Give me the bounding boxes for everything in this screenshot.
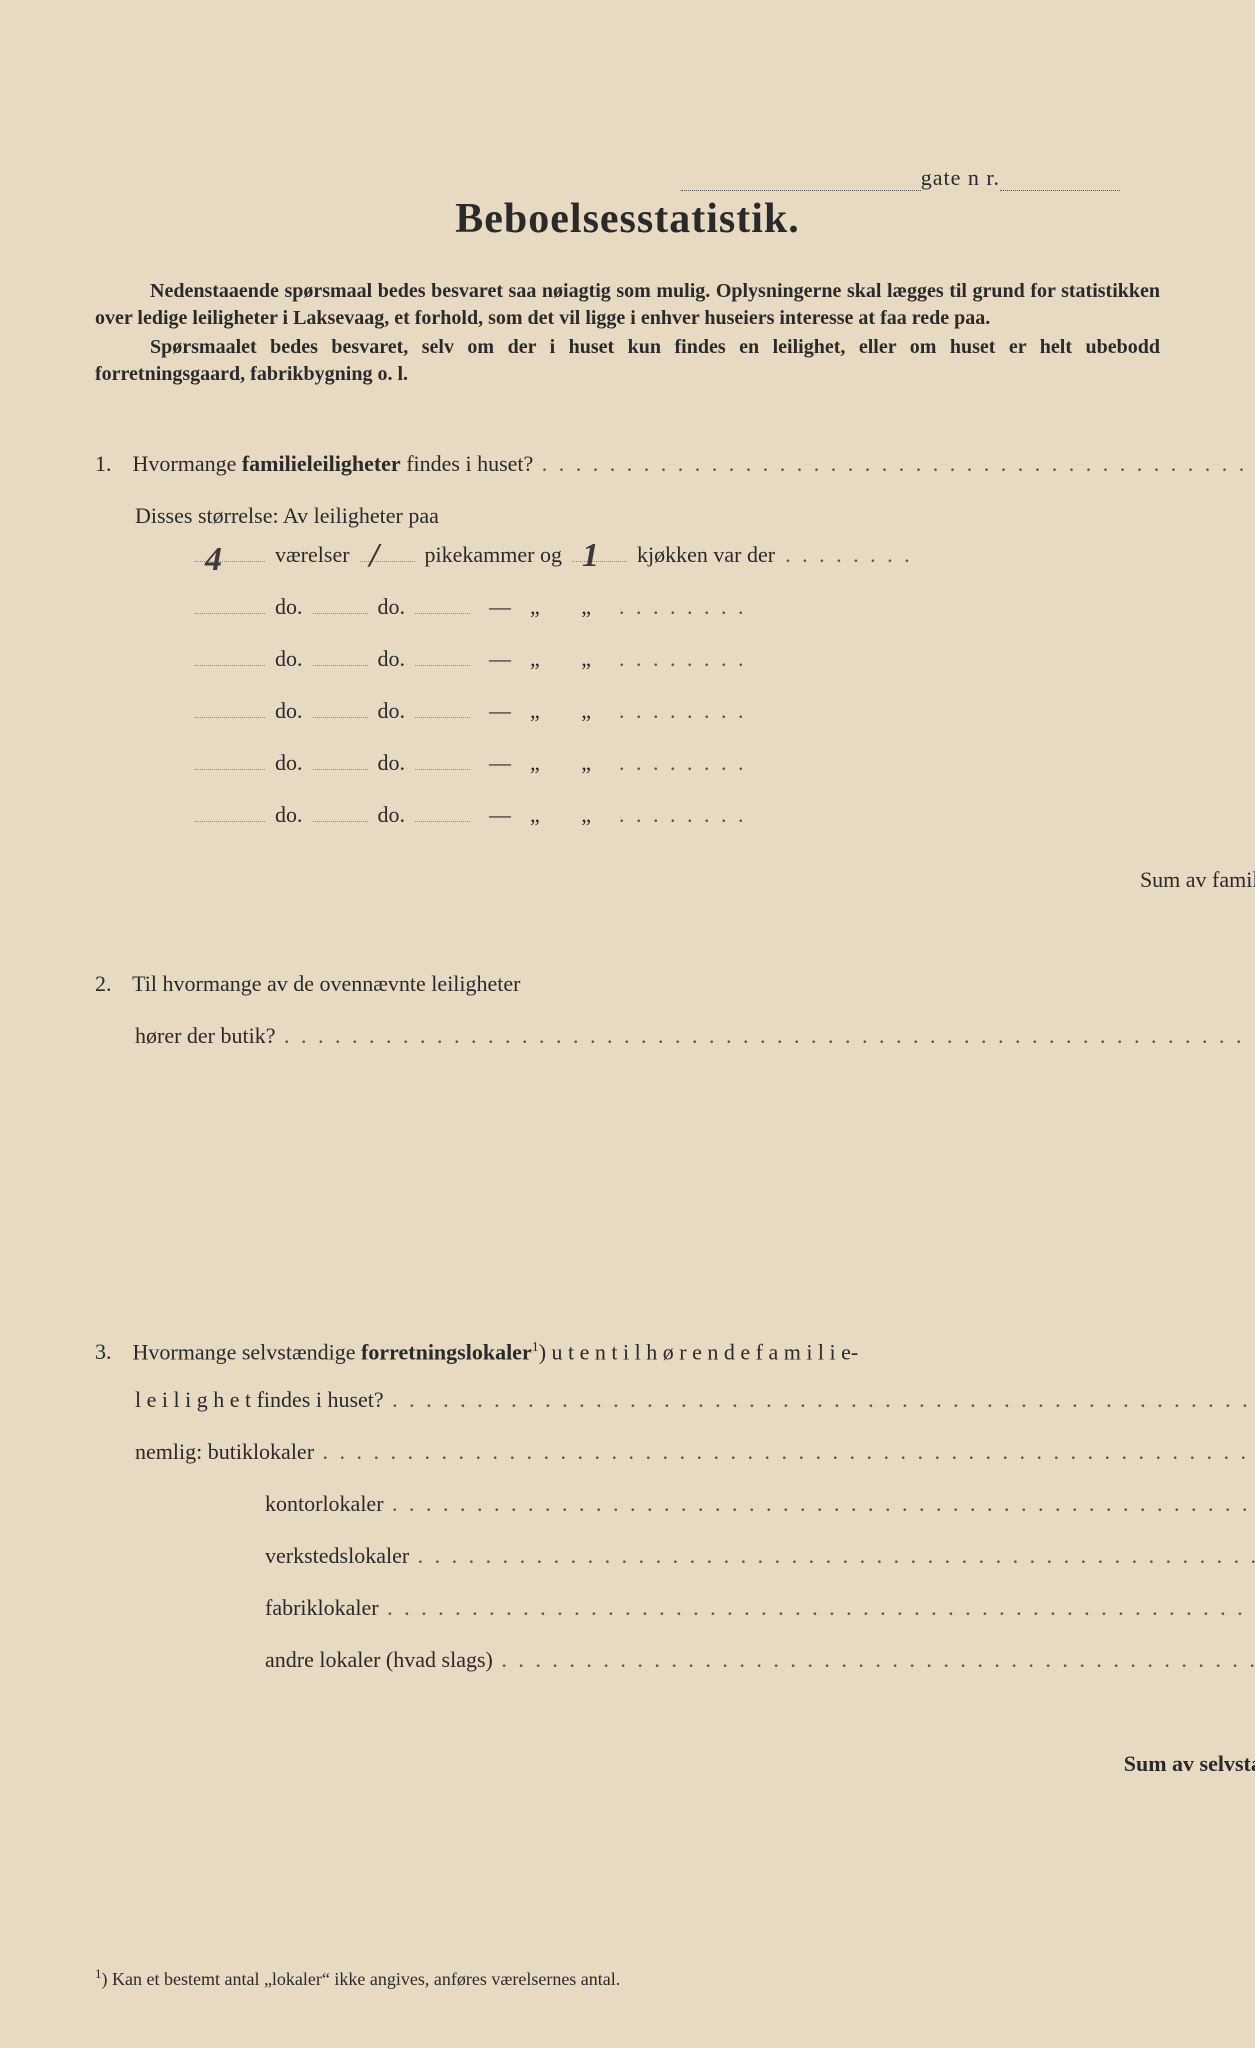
size-row-do: do. do. — „ „ (95, 750, 1255, 802)
intro-p2: Spørsmaalet bedes besvaret, selv om der … (95, 336, 1160, 385)
q1-line: 1. Hvormange familieleiligheter findes i… (95, 438, 1255, 490)
q3-line2: l e i l i g h e t findes i huset? (95, 1374, 1255, 1426)
hand-pike: / (370, 542, 379, 575)
q2-sum: Sum (95, 1218, 1255, 1270)
q3-sum: Sum av selvstændige forretningslokaler (95, 1738, 1255, 1790)
hand-vaerelser: 4 (205, 542, 222, 579)
intro-text: Nedenstaaende spørsmaal bedes besvaret s… (95, 278, 1160, 388)
page-title: Beboelsesstatistik. (95, 195, 1160, 243)
size-row-do: do. do. — „ „ (95, 698, 1255, 750)
q3-andre: andre lokaler (hvad slags) (95, 1634, 1255, 1686)
q1-sub: Disses størrelse: Av leiligheter paa (95, 490, 1255, 542)
q2-kontor: - - kontor? (95, 1062, 1255, 1114)
q3-verksted: verkstedslokaler (95, 1530, 1255, 1582)
q2-verksted: - - verksted? (95, 1114, 1255, 1166)
q1-num: 1. (95, 438, 127, 490)
q2-butik: hører der butik? (95, 1010, 1255, 1062)
q2-num: 2. (95, 958, 127, 1010)
size-row-do: do. do. — „ „ (95, 646, 1255, 698)
q1-sum: Sum av familieleiligheter (som ovenfor) (95, 854, 1255, 906)
size-row-1: 4 værelser / pikekammer og 1 kjøkken var… (95, 542, 1255, 594)
size-row-do: do. do. — „ „ (95, 594, 1255, 646)
footnote: 1) Kan et bestemt antal „lokaler“ ikke a… (95, 1966, 1160, 1990)
q3-kontor: kontorlokaler (95, 1478, 1255, 1530)
gate-label: gate n r. (921, 165, 1000, 190)
q3-num: 3. (95, 1326, 127, 1374)
intro-p1: Nedenstaaende spørsmaal bedes besvaret s… (95, 280, 1160, 329)
size-row-do: do. do. — „ „ (95, 802, 1255, 854)
q3-fabrik: fabriklokaler (95, 1582, 1255, 1634)
q2-andre: - - andre lokaler for næringsdrift? (95, 1166, 1255, 1218)
gate-number-field: gate n r. (681, 165, 1120, 191)
q2-line1: 2. Til hvormange av de ovennævnte leilig… (95, 958, 1255, 1010)
hand-kjok: 1 (582, 542, 599, 575)
q3-line1: 3. Hvormange selvstændige forretningslok… (95, 1322, 1255, 1374)
q3-nemlig: nemlig: butiklokaler (95, 1426, 1255, 1478)
